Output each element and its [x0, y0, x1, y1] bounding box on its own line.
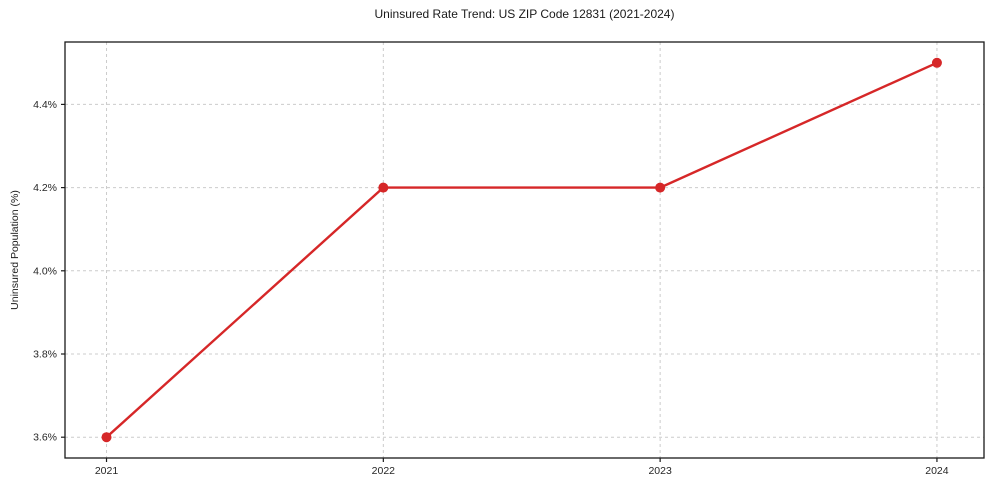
x-tick-label: 2022 [372, 465, 396, 477]
data-point [378, 182, 389, 193]
data-point [101, 432, 112, 443]
x-tick-label: 2023 [648, 465, 672, 477]
y-tick-label: 3.6% [33, 432, 57, 444]
y-tick-label: 4.0% [33, 265, 57, 277]
y-tick-label: 4.4% [33, 99, 57, 111]
x-tick-label: 2024 [925, 465, 949, 477]
trend-line [105, 61, 939, 439]
data-point [655, 182, 666, 193]
data-point [931, 57, 942, 68]
y-tick-label: 4.2% [33, 182, 57, 194]
plot-border [64, 41, 985, 459]
y-tick-label: 3.8% [33, 349, 57, 361]
chart-title: Uninsured Rate Trend: US ZIP Code 12831 … [374, 7, 675, 21]
x-tick-label: 2021 [95, 465, 119, 477]
